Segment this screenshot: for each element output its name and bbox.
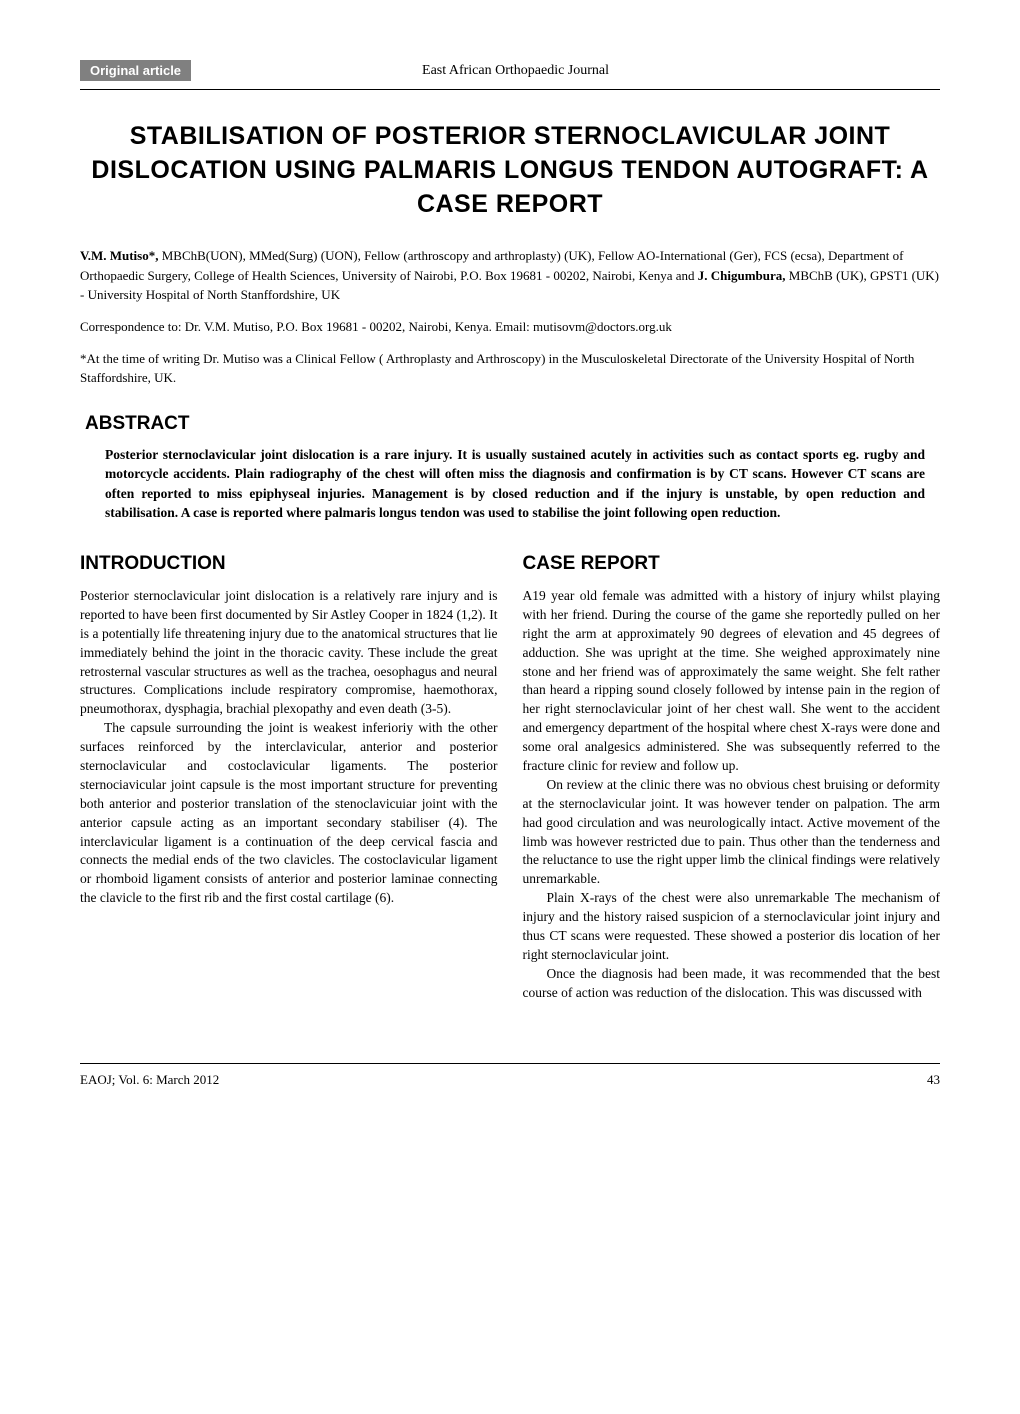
header-row: Original article East African Orthopaedi… bbox=[80, 60, 940, 81]
header-rule bbox=[80, 89, 940, 90]
footer-journal-info: EAOJ; Vol. 6: March 2012 bbox=[80, 1072, 219, 1088]
footer-page-number: 43 bbox=[927, 1072, 940, 1088]
abstract-text: Posterior sternoclavicular joint disloca… bbox=[105, 445, 925, 523]
case-para-2: On review at the clinic there was no obv… bbox=[523, 776, 941, 889]
page-footer: EAOJ; Vol. 6: March 2012 43 bbox=[80, 1063, 940, 1088]
article-type-badge: Original article bbox=[80, 60, 191, 81]
intro-para-2: The capsule surrounding the joint is wea… bbox=[80, 719, 498, 908]
case-report-heading: CASE REPORT bbox=[523, 553, 941, 575]
two-column-layout: INTRODUCTION Posterior sternoclavicular … bbox=[80, 553, 940, 1003]
author-2-name: J. Chigumbura, bbox=[698, 268, 786, 283]
author-1-name: V.M. Mutiso*, bbox=[80, 248, 158, 263]
left-column: INTRODUCTION Posterior sternoclavicular … bbox=[80, 553, 498, 1003]
abstract-heading: ABSTRACT bbox=[85, 413, 940, 435]
case-para-4: Once the diagnosis had been made, it was… bbox=[523, 965, 941, 1003]
introduction-heading: INTRODUCTION bbox=[80, 553, 498, 575]
case-para-3: Plain X-rays of the chest were also unre… bbox=[523, 889, 941, 965]
author-footnote: *At the time of writing Dr. Mutiso was a… bbox=[80, 349, 940, 388]
authors-block: V.M. Mutiso*, MBChB(UON), MMed(Surg) (UO… bbox=[80, 246, 940, 305]
case-para-1: A19 year old female was admitted with a … bbox=[523, 587, 941, 776]
article-title: STABILISATION OF POSTERIOR STERNOCLAVICU… bbox=[80, 120, 940, 221]
journal-name: East African Orthopaedic Journal bbox=[191, 63, 940, 79]
intro-para-1: Posterior sternoclavicular joint disloca… bbox=[80, 587, 498, 719]
correspondence-line: Correspondence to: Dr. V.M. Mutiso, P.O.… bbox=[80, 319, 940, 335]
right-column: CASE REPORT A19 year old female was admi… bbox=[523, 553, 941, 1003]
